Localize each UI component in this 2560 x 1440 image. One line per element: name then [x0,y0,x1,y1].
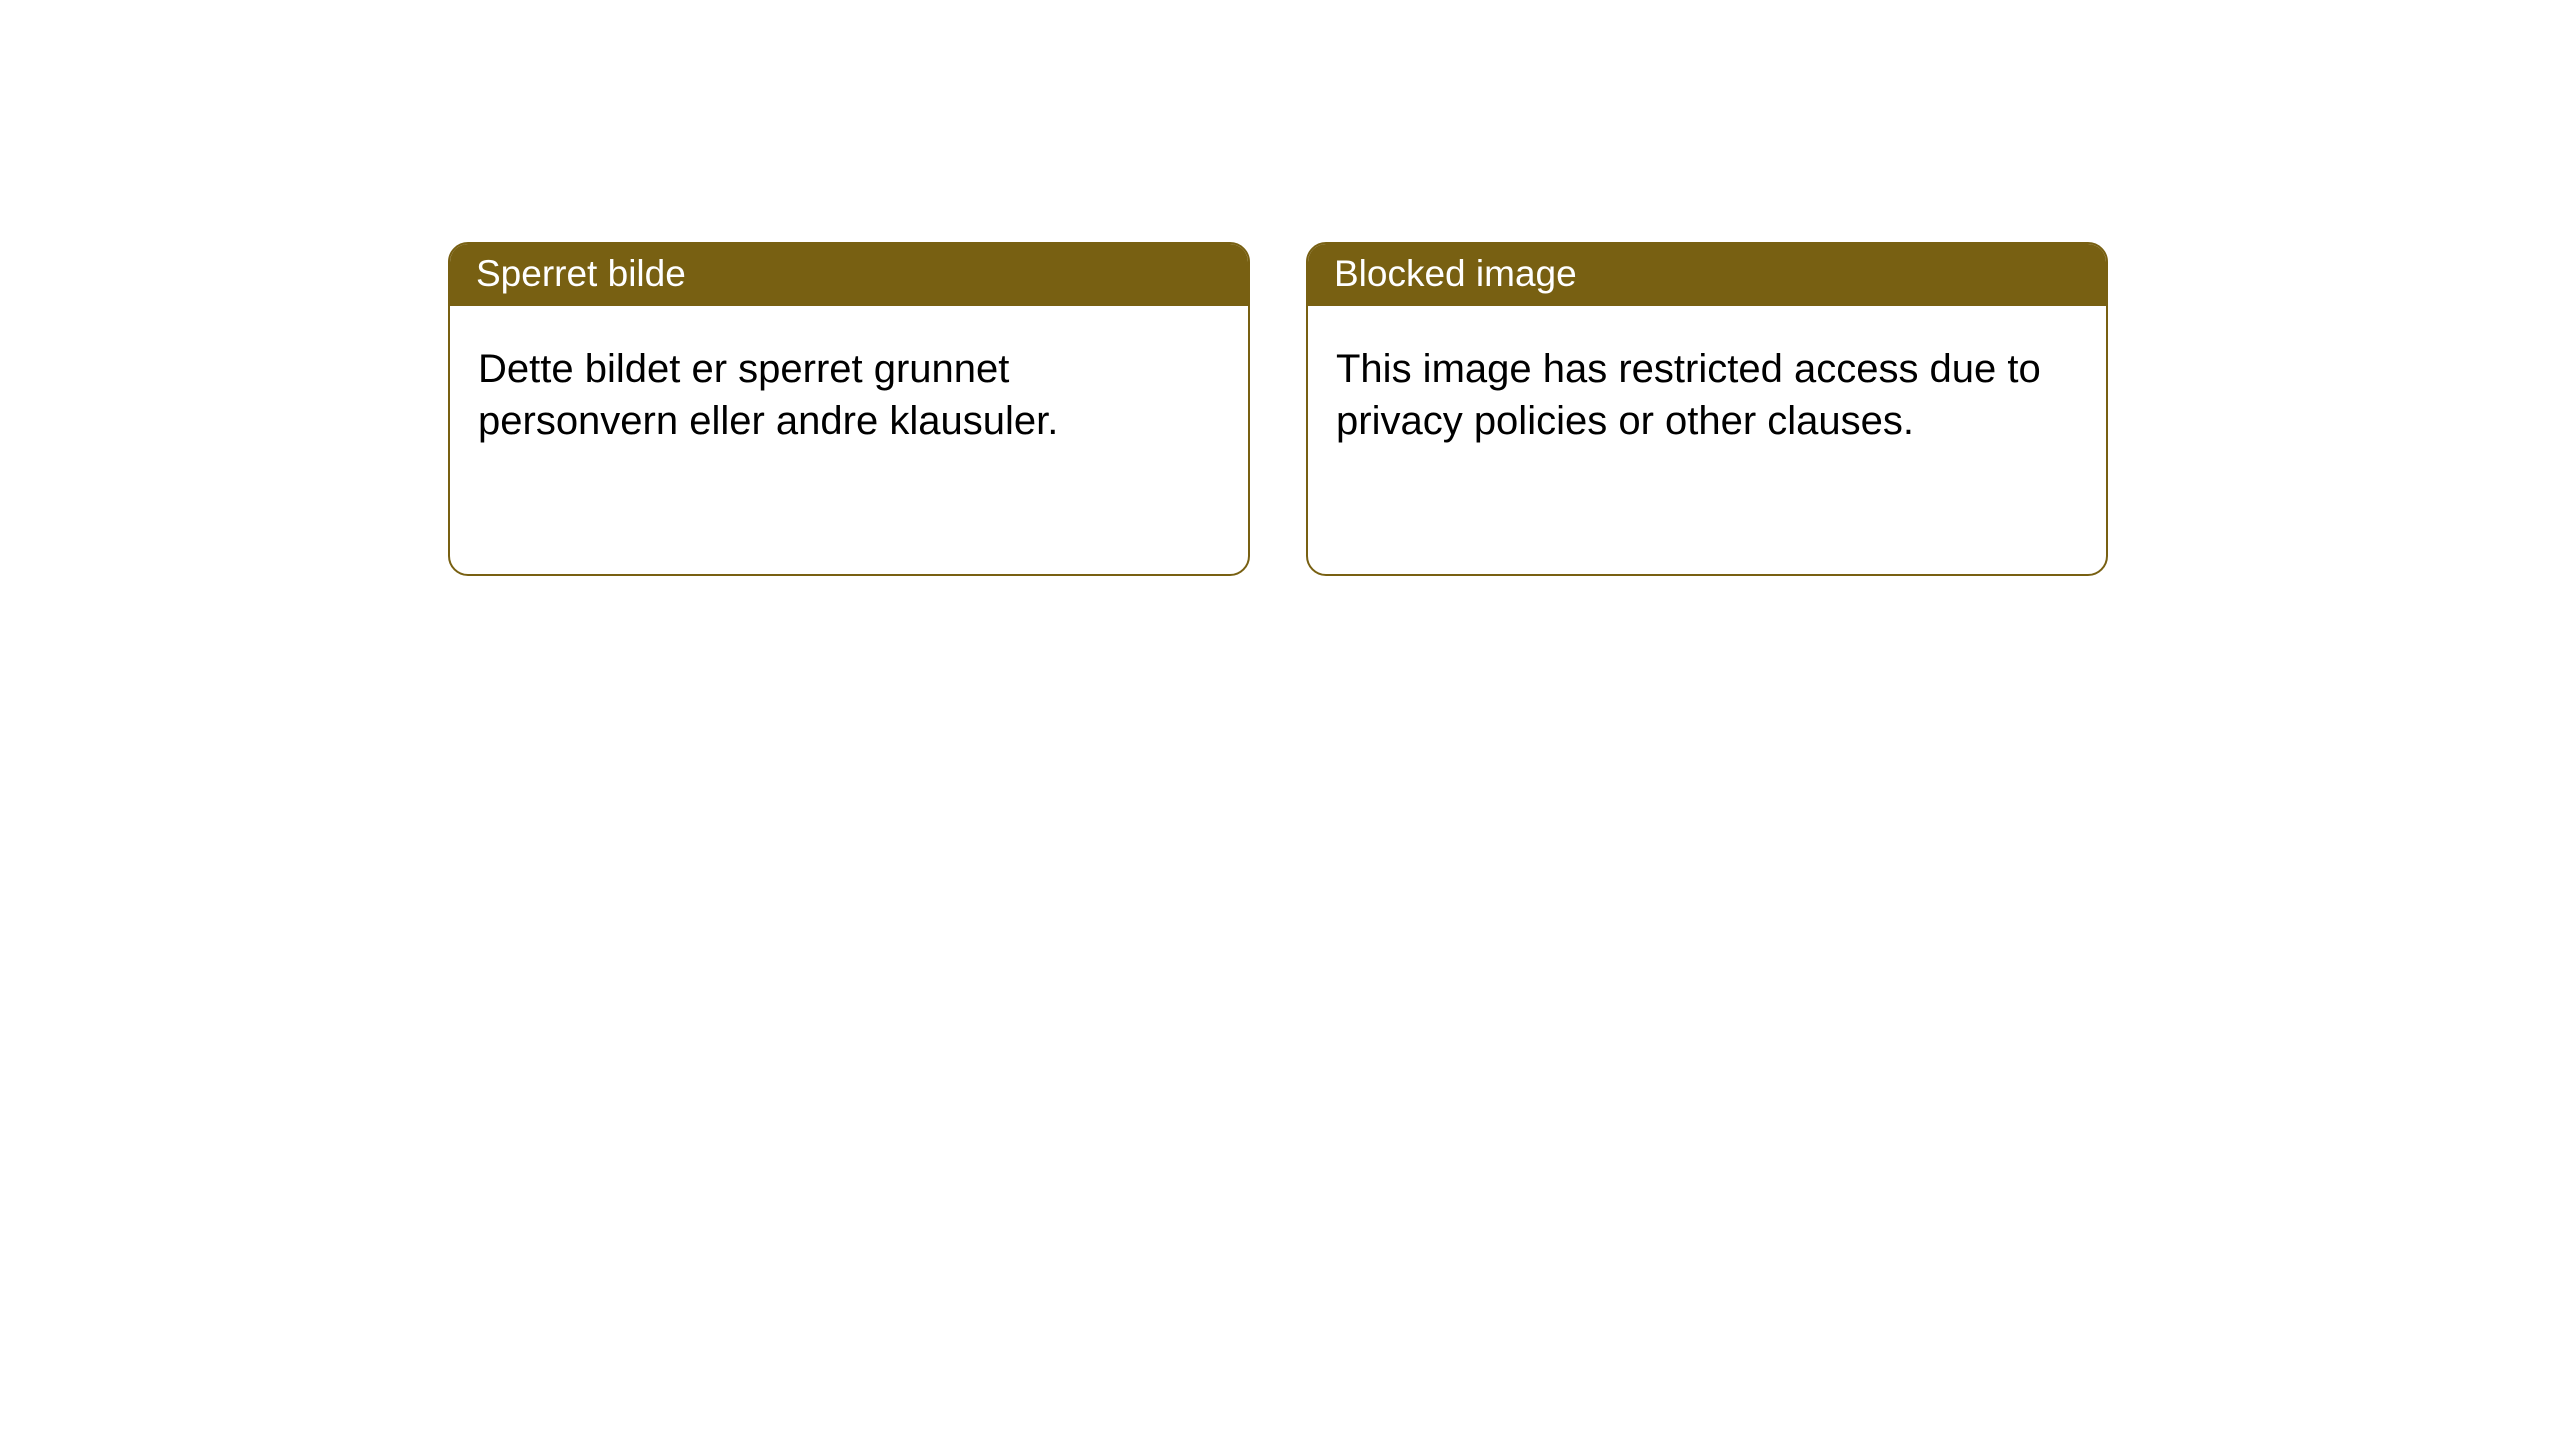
card-body: This image has restricted access due to … [1308,306,2106,474]
card-title: Blocked image [1334,253,1577,294]
card-body-text: Dette bildet er sperret grunnet personve… [478,347,1058,442]
blocked-image-card-en: Blocked image This image has restricted … [1306,242,2108,576]
cards-container: Sperret bilde Dette bildet er sperret gr… [0,0,2560,576]
card-header: Sperret bilde [450,244,1248,306]
card-body: Dette bildet er sperret grunnet personve… [450,306,1248,474]
blocked-image-card-no: Sperret bilde Dette bildet er sperret gr… [448,242,1250,576]
card-body-text: This image has restricted access due to … [1336,347,2041,442]
card-title: Sperret bilde [476,253,686,294]
card-header: Blocked image [1308,244,2106,306]
